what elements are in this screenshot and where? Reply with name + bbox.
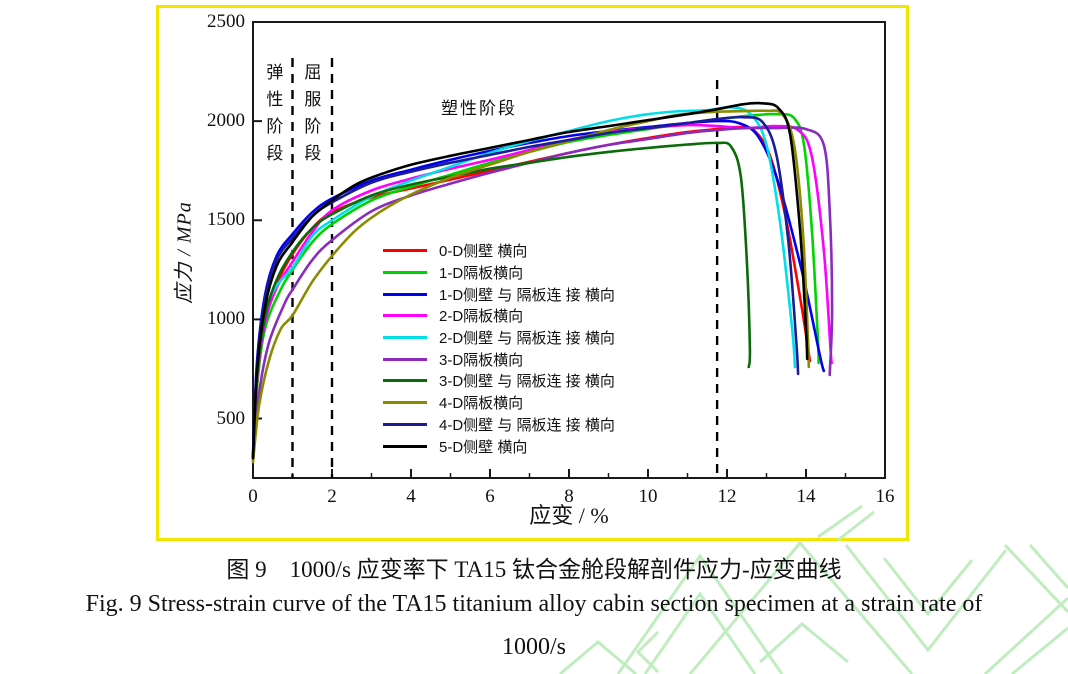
x-tick-label: 6 xyxy=(485,486,495,507)
series-curve xyxy=(251,126,834,462)
caption-english: Fig. 9 Stress-strain curve of the TA15 t… xyxy=(85,591,983,617)
legend-line-swatch xyxy=(383,379,427,383)
y-tick-label: 2000 xyxy=(207,110,245,132)
legend-line-swatch xyxy=(383,249,427,253)
legend: 0-D侧壁 横向 1-D隔板横向 1-D侧壁 与 隔板连 接 横向 2-D隔板横向 2-… xyxy=(383,240,615,457)
legend-line-swatch xyxy=(383,422,427,426)
watermark-line xyxy=(758,622,849,664)
legend-item: 1-D侧壁 与 隔板连 接 横向 xyxy=(383,283,615,305)
legend-item: 3-D隔板横向 xyxy=(383,348,615,370)
legend-item: 2-D侧壁 与 隔板连 接 横向 xyxy=(383,327,615,349)
x-tick-label: 10 xyxy=(638,486,658,507)
caption-chinese: 图 9 1000/s 应变率下 TA15 钛合金舱段解剖件应力-应变曲线 xyxy=(226,557,842,582)
series-curve xyxy=(251,101,809,460)
legend-label: 1-D隔板横向 xyxy=(439,265,524,283)
legend-line-swatch xyxy=(383,271,427,275)
x-tick-label: 8 xyxy=(564,486,574,507)
legend-item: 3-D侧壁 与 隔板连 接 横向 xyxy=(383,370,615,392)
x-tick-label: 16 xyxy=(875,486,895,507)
legend-item: 0-D侧壁 横向 xyxy=(383,240,615,262)
legend-label: 3-D侧壁 与 隔板连 接 横向 xyxy=(439,373,615,391)
watermark-line xyxy=(844,544,1008,653)
y-tick-label: 2500 xyxy=(207,11,245,32)
legend-item: 1-D隔板横向 xyxy=(383,262,615,284)
watermark-line xyxy=(616,553,784,674)
legend-line-swatch xyxy=(383,336,427,340)
x-tick-label: 14 xyxy=(796,486,816,507)
legend-item: 4-D侧壁 与 隔板连 接 横向 xyxy=(383,414,615,436)
watermark-line xyxy=(882,557,974,617)
watermark-line xyxy=(817,504,863,539)
legend-label: 3-D隔板横向 xyxy=(439,351,524,369)
legend-label: 2-D侧壁 与 隔板连 接 横向 xyxy=(439,330,615,348)
legend-label: 5-D侧壁 横向 xyxy=(439,438,528,456)
legend-label: 2-D隔板横向 xyxy=(439,308,524,326)
x-tick-label: 0 xyxy=(248,486,258,507)
legend-item: 4-D隔板横向 xyxy=(383,392,615,414)
watermark-line xyxy=(559,640,637,674)
y-tick-label: 500 xyxy=(216,407,246,429)
legend-item: 2-D隔板横向 xyxy=(383,305,615,327)
series-curve xyxy=(251,115,800,458)
watermark-line xyxy=(837,510,875,542)
x-tick-label: 2 xyxy=(327,486,337,507)
series-curve xyxy=(251,141,752,460)
stage-label-yield: 屈服阶段 xyxy=(301,63,321,171)
watermark-line xyxy=(688,540,914,674)
caption-english-cont: 1000/s xyxy=(501,634,566,660)
legend-line-swatch xyxy=(383,292,427,296)
x-tick-label: 12 xyxy=(717,486,737,507)
watermark-line xyxy=(635,630,660,674)
x-axis-label: 应变 / % xyxy=(529,503,609,528)
stage-label-elastic: 弹性阶段 xyxy=(263,63,283,171)
stage-label-plastic: 塑性阶段 xyxy=(441,99,517,118)
legend-label: 4-D侧壁 与 隔板连 接 横向 xyxy=(439,416,615,434)
legend-line-swatch xyxy=(383,401,427,405)
legend-line-swatch xyxy=(383,357,427,361)
y-tick-label: 1000 xyxy=(207,308,245,330)
legend-label: 0-D侧壁 横向 xyxy=(439,243,528,261)
legend-item: 5-D侧壁 横向 xyxy=(383,435,615,457)
y-tick-label: 1500 xyxy=(207,209,245,231)
legend-line-swatch xyxy=(383,444,427,448)
legend-line-swatch xyxy=(383,314,427,318)
watermark-line xyxy=(643,591,757,674)
watermark-line xyxy=(983,596,1068,674)
watermark-line xyxy=(1011,626,1068,674)
watermark-line xyxy=(1028,544,1068,589)
x-tick-label: 4 xyxy=(406,486,416,507)
legend-label: 1-D侧壁 与 隔板连 接 横向 xyxy=(439,286,615,304)
legend-label: 4-D隔板横向 xyxy=(439,395,524,413)
watermark-line xyxy=(1003,543,1068,614)
